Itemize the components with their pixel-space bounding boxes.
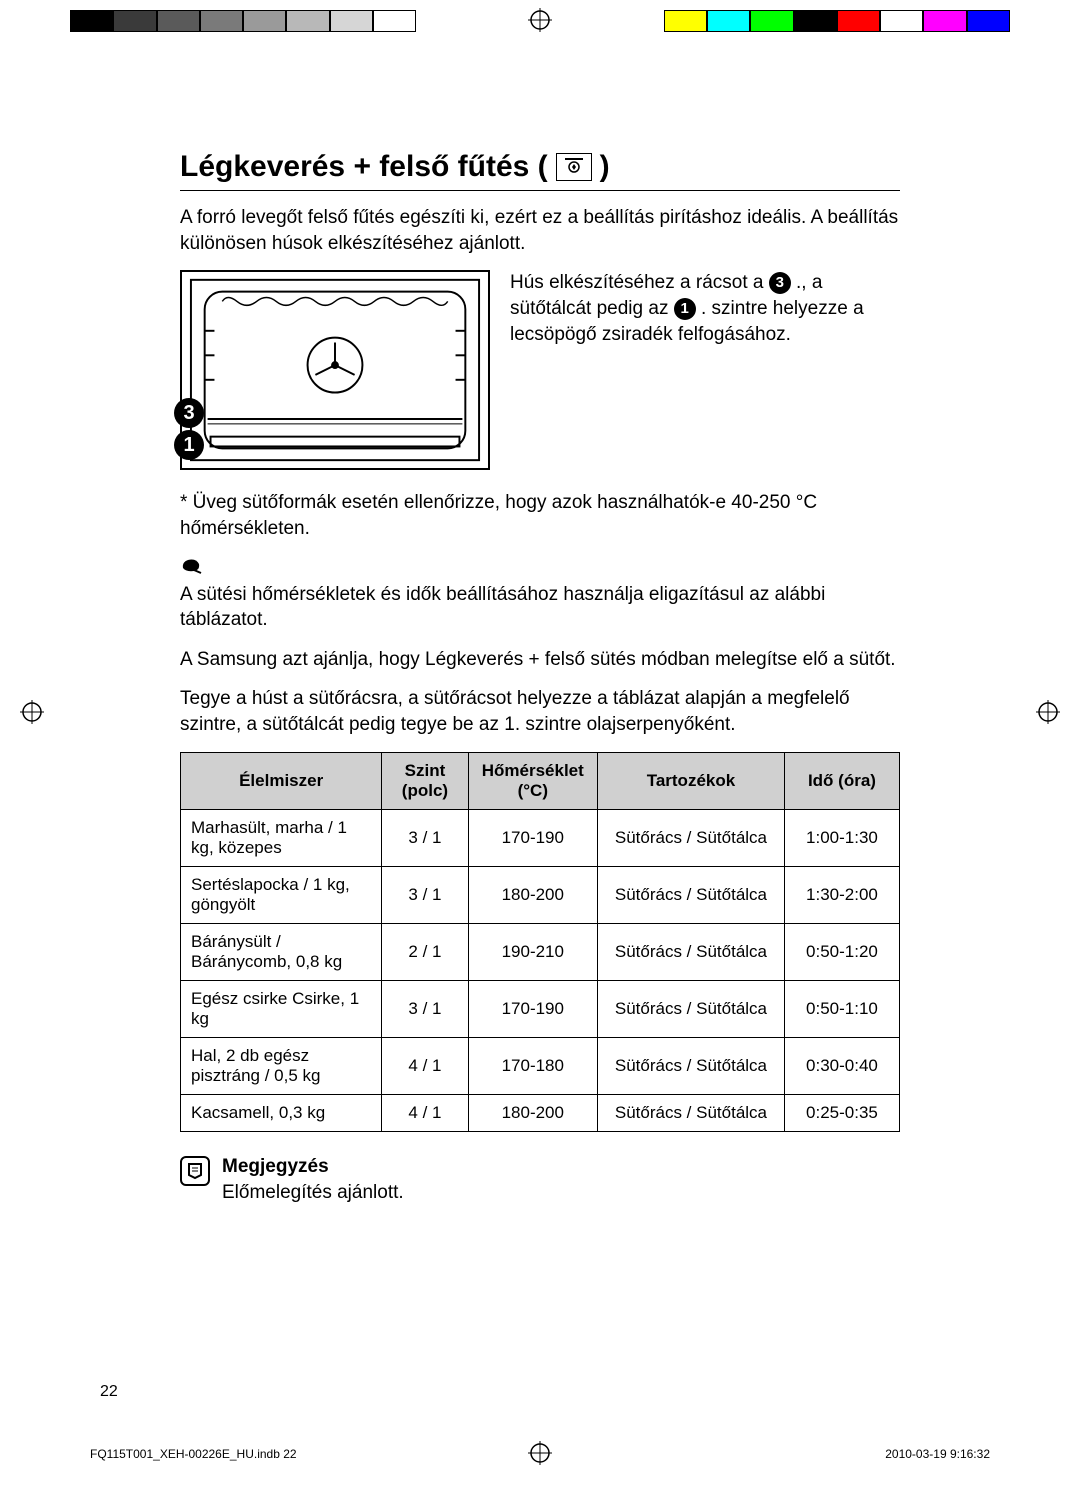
table-cell: 2 / 1 — [382, 923, 468, 980]
glass-note: * Üveg sütőformák esetén ellenőrizze, ho… — [180, 490, 900, 541]
body-p1: A sütési hőmérsékletek és idők beállítás… — [180, 582, 900, 633]
table-row: Hal, 2 db egész pisztráng / 0,5 kg4 / 11… — [181, 1037, 900, 1094]
body-p2: A Samsung azt ajánlja, hogy Légkeverés +… — [180, 647, 900, 673]
table-cell: 0:50-1:10 — [784, 980, 899, 1037]
oven-diagram: 3 1 — [180, 270, 490, 470]
meat-icon — [180, 556, 202, 574]
table-cell: Marhasült, marha / 1 kg, közepes — [181, 809, 382, 866]
table-row: Báránysült / Báránycomb, 0,8 kg2 / 1190-… — [181, 923, 900, 980]
note-body: Előmelegítés ajánlott. — [222, 1182, 404, 1204]
table-cell: 170-190 — [468, 809, 597, 866]
table-header: Szint (polc) — [382, 752, 468, 809]
section-heading: Légkeverés + felső fűtés ( ) — [180, 150, 900, 191]
table-cell: 0:30-0:40 — [784, 1037, 899, 1094]
table-cell: 190-210 — [468, 923, 597, 980]
oven-mode-icon — [556, 153, 592, 181]
table-cell: Sertéslapocka / 1 kg, göngyölt — [181, 866, 382, 923]
table-cell: Sütőrács / Sütőtálca — [597, 923, 784, 980]
table-cell: 4 / 1 — [382, 1037, 468, 1094]
page-content: Légkeverés + felső fűtés ( ) A forró lev… — [180, 150, 900, 1204]
table-cell: 180-200 — [468, 1094, 597, 1131]
inline-bubble-3: 3 — [769, 272, 791, 294]
table-cell: 3 / 1 — [382, 980, 468, 1037]
note-icon — [180, 1156, 210, 1186]
figure-row: 3 1 Hús elkészítéséhez a rácsot a 3 ., a… — [180, 270, 900, 470]
table-cell: 170-190 — [468, 980, 597, 1037]
inline-bubble-1: 1 — [674, 298, 696, 320]
table-cell: Sütőrács / Sütőtálca — [597, 980, 784, 1037]
page-number: 22 — [100, 1383, 118, 1401]
table-header: Tartozékok — [597, 752, 784, 809]
table-cell: Sütőrács / Sütőtálca — [597, 809, 784, 866]
table-header: Idő (óra) — [784, 752, 899, 809]
table-cell: 3 / 1 — [382, 809, 468, 866]
note-title: Megjegyzés — [222, 1156, 404, 1178]
table-row: Marhasült, marha / 1 kg, közepes3 / 1170… — [181, 809, 900, 866]
table-cell: 0:50-1:20 — [784, 923, 899, 980]
print-footer: FQ115T001_XEH-00226E_HU.indb 22 2010-03-… — [90, 1447, 990, 1461]
table-header: Élelmiszer — [181, 752, 382, 809]
table-header: Hőmérséklet (°C) — [468, 752, 597, 809]
table-cell: Sütőrács / Sütőtálca — [597, 866, 784, 923]
table-cell: Egész csirke Csirke, 1 kg — [181, 980, 382, 1037]
heading-text-prefix: Légkeverés + felső fűtés ( — [180, 150, 548, 184]
registration-mark-right — [1036, 700, 1060, 724]
table-cell: 170-180 — [468, 1037, 597, 1094]
table-cell: Sütőrács / Sütőtálca — [597, 1037, 784, 1094]
registration-mark-left — [20, 700, 44, 724]
figure-caption: Hús elkészítéséhez a rácsot a 3 ., a süt… — [510, 270, 900, 470]
table-row: Kacsamell, 0,3 kg4 / 1180-200Sütőrács / … — [181, 1094, 900, 1131]
footer-filename: FQ115T001_XEH-00226E_HU.indb 22 — [90, 1447, 297, 1461]
table-cell: 1:00-1:30 — [784, 809, 899, 866]
table-cell: 1:30-2:00 — [784, 866, 899, 923]
table-row: Egész csirke Csirke, 1 kg3 / 1170-190Süt… — [181, 980, 900, 1037]
registration-mark-top — [528, 8, 552, 32]
note-block: Megjegyzés Előmelegítés ajánlott. — [180, 1156, 900, 1204]
table-cell: 180-200 — [468, 866, 597, 923]
body-p3: Tegye a húst a sütőrácsra, a sütőrácsot … — [180, 686, 900, 737]
heading-text-suffix: ) — [600, 150, 610, 184]
cooking-table: ÉlelmiszerSzint (polc)Hőmérséklet (°C)Ta… — [180, 752, 900, 1132]
table-cell: Báránysült / Báránycomb, 0,8 kg — [181, 923, 382, 980]
footer-timestamp: 2010-03-19 9:16:32 — [885, 1447, 990, 1461]
intro-paragraph: A forró levegőt felső fűtés egészíti ki,… — [180, 205, 900, 256]
table-cell: Sütőrács / Sütőtálca — [597, 1094, 784, 1131]
table-cell: 0:25-0:35 — [784, 1094, 899, 1131]
table-row: Sertéslapocka / 1 kg, göngyölt3 / 1180-2… — [181, 866, 900, 923]
table-cell: Hal, 2 db egész pisztráng / 0,5 kg — [181, 1037, 382, 1094]
figure-caption-part1: Hús elkészítéséhez a rácsot a — [510, 272, 769, 293]
table-cell: 3 / 1 — [382, 866, 468, 923]
table-cell: 4 / 1 — [382, 1094, 468, 1131]
table-cell: Kacsamell, 0,3 kg — [181, 1094, 382, 1131]
